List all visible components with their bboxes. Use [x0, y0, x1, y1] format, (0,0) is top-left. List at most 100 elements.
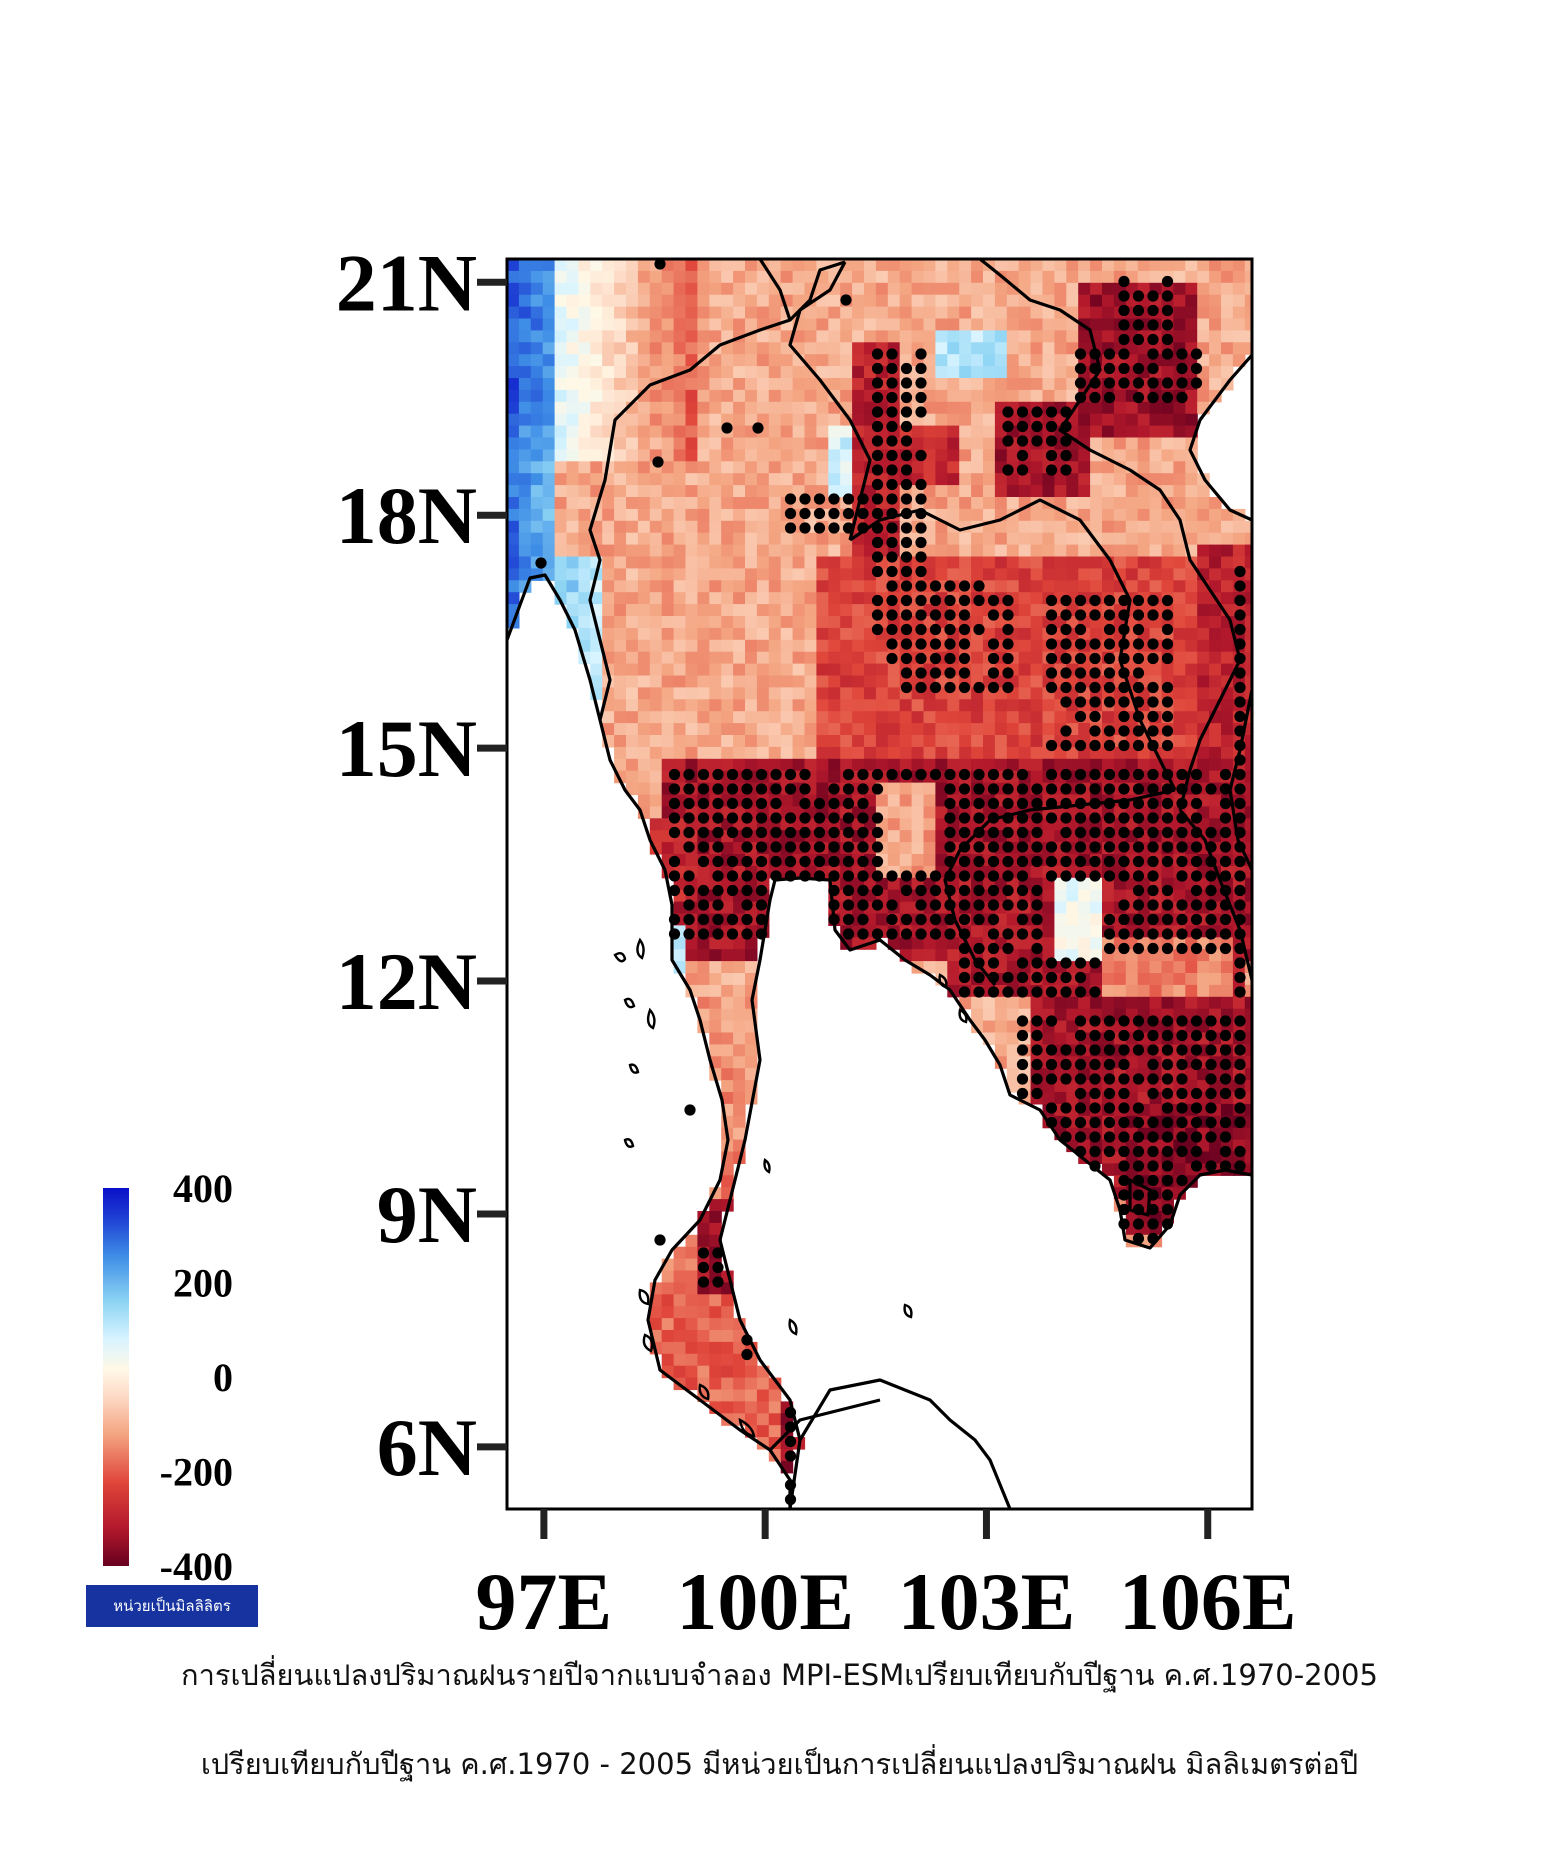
grid-cell: [994, 735, 1008, 748]
grid-cell: [697, 568, 710, 581]
grid-cell: [1042, 520, 1055, 534]
significance-dot: [1161, 739, 1174, 752]
longitude-axis: 97E 100E 103E 106E: [476, 1509, 1297, 1647]
grid-cell: [911, 330, 925, 343]
significance-dot: [726, 884, 739, 897]
grid-cell: [1149, 627, 1163, 641]
lon-tick-label: 106E: [1119, 1556, 1297, 1647]
grid-cell: [923, 758, 936, 772]
grid-cell: [554, 389, 568, 403]
grid-cell: [768, 1413, 782, 1426]
grid-cell: [733, 1080, 746, 1093]
significance-dot: [1031, 957, 1043, 969]
grid-cell: [685, 1246, 698, 1260]
grid-cell: [721, 366, 734, 379]
grid-cell: [1244, 342, 1252, 355]
grid-cell: [852, 461, 865, 474]
grid-cell: [923, 318, 936, 331]
grid-cell: [709, 604, 722, 617]
grid-cell: [721, 580, 734, 593]
grid-cell: [1113, 973, 1127, 986]
grid-cell: [614, 592, 627, 605]
grid-cell: [602, 282, 615, 296]
grid-cell: [685, 663, 698, 677]
grid-cell: [1054, 259, 1067, 272]
significance-dot: [828, 870, 840, 882]
grid-cell: [947, 437, 960, 450]
grid-cell: [887, 330, 901, 343]
significance-dot: [668, 870, 681, 882]
grid-cell: [709, 1306, 722, 1319]
grid-cell: [1006, 580, 1020, 593]
significance-dot: [958, 783, 971, 795]
significance-dot: [741, 913, 753, 926]
grid-cell: [673, 294, 687, 308]
grid-cell: [1137, 401, 1151, 415]
grid-cell: [1102, 758, 1115, 772]
significance-dot: [900, 565, 913, 578]
grid-cell: [626, 282, 639, 296]
significance-dot: [1234, 1087, 1246, 1100]
significance-dot: [1103, 783, 1116, 795]
grid-cell: [1006, 342, 1020, 355]
grid-cell: [697, 973, 710, 986]
grid-cell: [947, 389, 960, 403]
grid-cell: [983, 627, 996, 641]
grid-cell: [840, 675, 853, 688]
grid-cell: [709, 473, 722, 486]
grid-cell: [745, 497, 758, 510]
grid-cell: [661, 282, 675, 296]
grid-cell: [590, 354, 603, 367]
grid-cell: [864, 758, 877, 772]
grid-cell: [1006, 532, 1020, 546]
grid-cell: [1244, 532, 1252, 546]
grid-cell: [1149, 508, 1163, 522]
grid-cell: [816, 699, 829, 712]
grid-cell: [911, 794, 925, 807]
significance-dot: [683, 783, 695, 795]
significance-dot: [1045, 841, 1058, 853]
grid-cell: [507, 532, 520, 546]
grid-cell: [1244, 723, 1252, 736]
significance-dot: [1118, 1015, 1130, 1027]
grid-cell: [780, 592, 794, 605]
grid-cell: [935, 485, 948, 498]
grid-cell: [1090, 580, 1103, 593]
significance-dot: [1205, 942, 1217, 955]
significance-dot: [944, 609, 956, 621]
grid-cell: [673, 627, 687, 641]
grid-cell: [673, 306, 687, 320]
grid-cell: [626, 735, 639, 748]
significance-dot: [770, 826, 782, 839]
grid-cell: [756, 544, 770, 558]
grid-cell: [745, 675, 758, 688]
grid-cell: [864, 663, 877, 677]
grid-cell: [756, 723, 770, 736]
grid-cell: [1054, 520, 1067, 534]
grid-cell: [554, 520, 568, 534]
grid-cell: [804, 270, 817, 284]
lat-tick-label: 6N: [377, 1402, 477, 1493]
grid-cell: [1042, 913, 1055, 926]
significance-dot: [915, 928, 927, 940]
grid-cell: [554, 580, 568, 593]
grid-cell: [1185, 282, 1198, 296]
significance-dot: [1060, 826, 1072, 839]
grid-cell: [578, 520, 591, 534]
significance-dot: [1176, 768, 1188, 781]
grid-cell: [685, 1318, 698, 1331]
grid-cell: [745, 449, 758, 462]
grid-cell: [768, 711, 782, 724]
significance-dot: [1205, 870, 1217, 882]
grid-cell: [792, 687, 806, 700]
grid-cell: [1102, 413, 1115, 427]
grid-cell: [994, 306, 1008, 320]
grid-cell: [661, 723, 675, 736]
grid-cell: [875, 663, 889, 677]
significance-dot: [1234, 594, 1246, 607]
grid-cell: [828, 342, 841, 355]
grid-cell: [1173, 996, 1186, 1010]
grid-cell: [578, 294, 591, 308]
grid-cell: [1197, 318, 1210, 331]
grid-cell: [875, 746, 889, 760]
